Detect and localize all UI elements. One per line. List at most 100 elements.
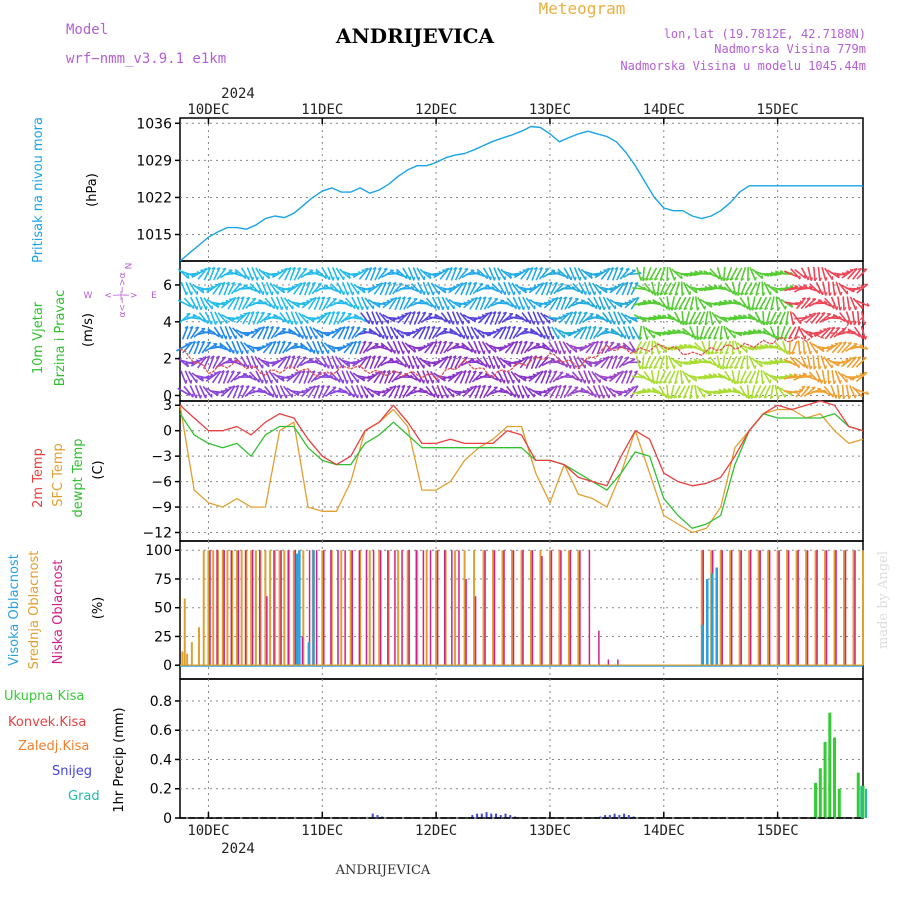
wind-arrow bbox=[226, 385, 236, 399]
wind-arrowhead bbox=[689, 395, 693, 400]
wind-arrow bbox=[373, 355, 382, 369]
wind-arrow bbox=[386, 341, 396, 354]
wind-arrow bbox=[203, 267, 212, 281]
wind-arrow bbox=[284, 267, 292, 281]
wind-arrow bbox=[472, 282, 484, 295]
wind-arrowhead bbox=[240, 384, 244, 388]
wind-arrow bbox=[749, 282, 758, 296]
wind-arrowhead bbox=[618, 321, 621, 325]
wind-arrowhead bbox=[743, 380, 748, 384]
wind-arrowhead bbox=[205, 306, 208, 310]
wind-arrow bbox=[674, 281, 680, 296]
wind-arrowhead bbox=[502, 326, 507, 329]
wind-arrow bbox=[191, 372, 204, 382]
wind-arrow bbox=[635, 355, 641, 370]
wind-arrow bbox=[728, 315, 742, 321]
wind-arrow bbox=[571, 371, 583, 383]
wind-arrowhead bbox=[659, 277, 664, 282]
wind-arrow bbox=[240, 341, 249, 355]
wind-arrowhead bbox=[321, 296, 325, 300]
wind-arrow bbox=[620, 370, 628, 384]
wind-arrow bbox=[226, 370, 235, 384]
temp-tick-label: 0 bbox=[163, 424, 172, 440]
wind-arrowhead bbox=[418, 327, 423, 330]
wind-arrow bbox=[737, 330, 752, 335]
wind-arrowhead bbox=[681, 292, 685, 296]
wind-arrow bbox=[518, 286, 533, 292]
wind-arrow bbox=[443, 330, 458, 336]
wind-arrow bbox=[522, 296, 530, 311]
wind-arrowhead bbox=[331, 311, 335, 315]
wind-arrow bbox=[401, 355, 411, 369]
wind-arrowhead bbox=[775, 335, 778, 340]
wind-arrowhead bbox=[190, 291, 193, 296]
wind-arrowhead bbox=[628, 299, 633, 302]
wind-arrow bbox=[538, 268, 550, 280]
wind-arrow bbox=[591, 282, 602, 295]
wind-arrowhead bbox=[324, 363, 327, 368]
wind-arrowhead bbox=[764, 343, 769, 347]
wind-arrowhead bbox=[386, 369, 391, 374]
wind-arrow bbox=[367, 283, 380, 294]
wind-arrowhead bbox=[713, 373, 717, 376]
wind-arrow bbox=[380, 326, 388, 340]
wind-arrowhead bbox=[562, 384, 567, 388]
wind-arrow bbox=[754, 344, 769, 351]
wind-arrowhead bbox=[788, 351, 792, 355]
wind-arrow bbox=[783, 358, 797, 367]
wind-arrowhead bbox=[316, 296, 321, 300]
wind-arrowhead bbox=[563, 334, 566, 338]
wind-arrow bbox=[547, 326, 554, 340]
wind-arrow bbox=[217, 312, 228, 324]
wind-arrow bbox=[242, 311, 251, 325]
wind-arrow bbox=[392, 340, 400, 355]
wind-arrow bbox=[221, 298, 234, 309]
wind-arrow bbox=[799, 314, 813, 323]
wind-arrow bbox=[449, 328, 462, 338]
wind-arrow bbox=[606, 355, 614, 370]
wind-arrow bbox=[625, 370, 633, 384]
wind-arrow bbox=[391, 314, 406, 322]
wind-arrow bbox=[377, 267, 388, 280]
wind-arrow bbox=[184, 370, 192, 384]
wind-arrowhead bbox=[299, 344, 304, 348]
wind-arrow bbox=[230, 314, 244, 322]
wind-arrow bbox=[333, 311, 340, 325]
wind-arrowhead bbox=[683, 307, 688, 311]
wind-arrowhead bbox=[634, 351, 638, 355]
wind-arrowhead bbox=[859, 372, 864, 376]
wind-arrowhead bbox=[708, 373, 713, 376]
wind-arrowhead bbox=[821, 312, 826, 315]
wind-arrow bbox=[379, 370, 387, 384]
wind-arrow bbox=[522, 374, 537, 380]
wind-arrowhead bbox=[184, 325, 189, 329]
wind-arrowhead bbox=[331, 365, 335, 369]
wind-arrowhead bbox=[695, 289, 698, 294]
wind-arrow bbox=[855, 371, 868, 383]
day-label-bottom: 12DEC bbox=[415, 823, 457, 839]
wind-arrow bbox=[676, 330, 691, 336]
wind-arrow bbox=[543, 298, 556, 309]
wind-arrow bbox=[260, 370, 268, 384]
wind-arrowhead bbox=[773, 322, 778, 325]
wind-arrow bbox=[526, 267, 534, 281]
temp-2m-label: 2m Temp bbox=[31, 448, 46, 508]
wind-arrow bbox=[451, 311, 459, 325]
wind-arrowhead bbox=[379, 282, 383, 285]
wind-arrowhead bbox=[587, 325, 592, 329]
wind-arrowhead bbox=[250, 311, 255, 315]
wind-arrow bbox=[841, 269, 854, 279]
wind-arrowhead bbox=[604, 340, 609, 344]
wind-arrow bbox=[719, 325, 723, 340]
wind-arrowhead bbox=[770, 395, 774, 400]
wind-arrowhead bbox=[779, 322, 783, 326]
wind-arrowhead bbox=[402, 350, 405, 355]
wind-arrow bbox=[468, 385, 478, 399]
wind-arrow bbox=[534, 370, 544, 384]
wind-arrow bbox=[510, 370, 521, 384]
wind-arrow bbox=[542, 326, 550, 340]
wind-arrow bbox=[393, 385, 401, 399]
wind-arrow bbox=[368, 328, 382, 338]
wind-arrow bbox=[662, 330, 676, 336]
wind-arrow bbox=[600, 267, 611, 280]
